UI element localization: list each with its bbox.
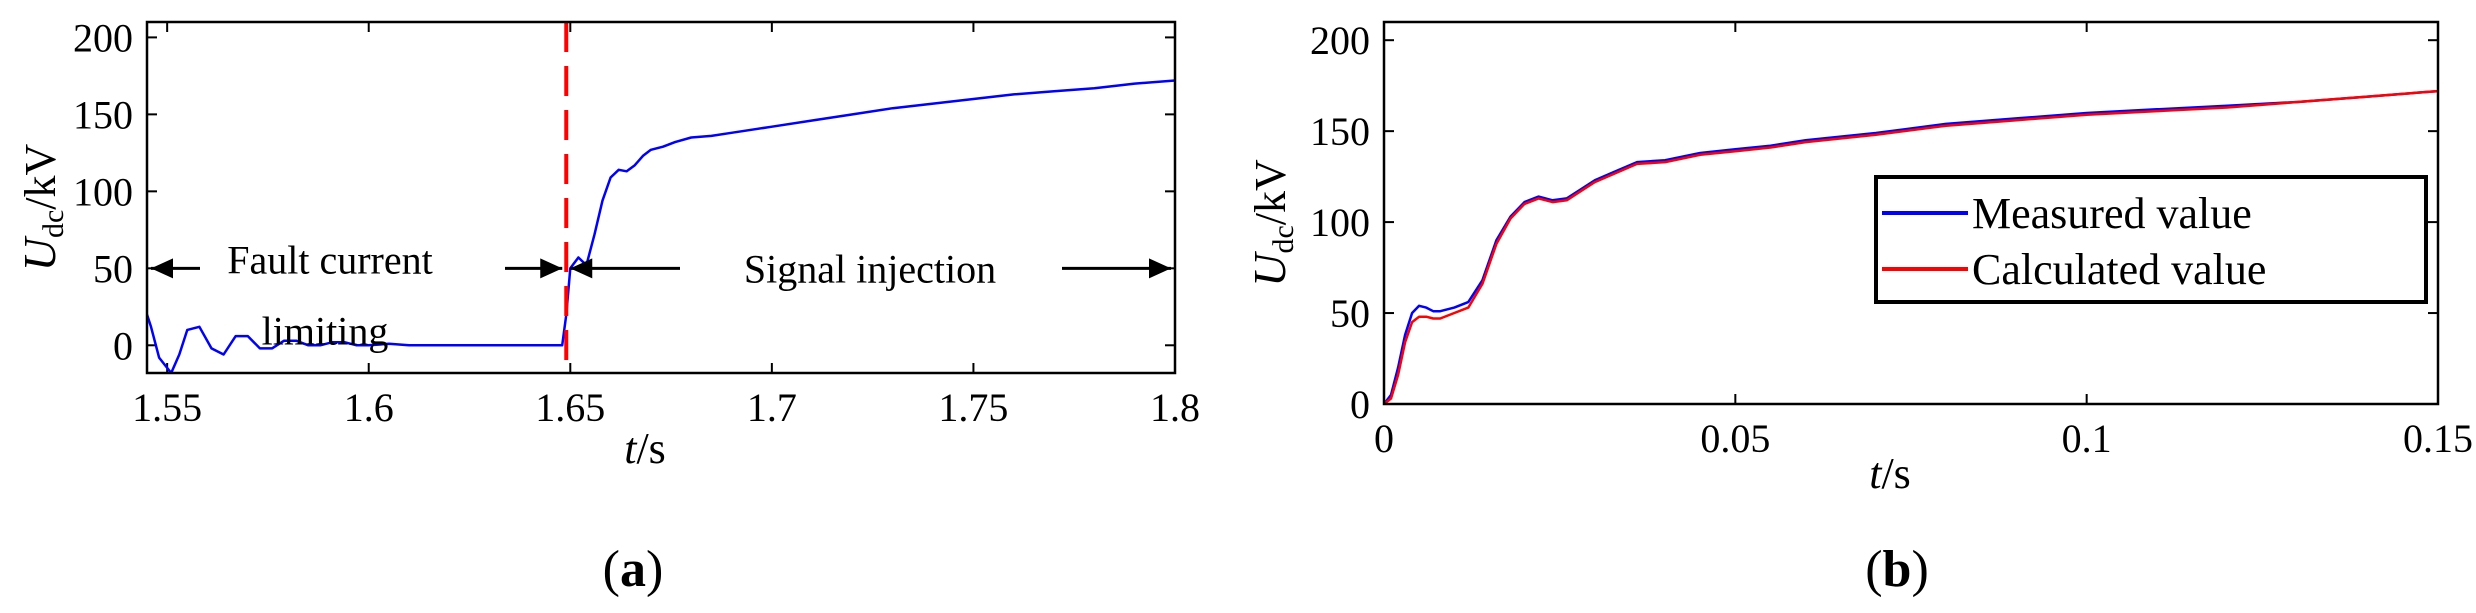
y-tick-label: 200 — [73, 15, 133, 60]
arrow-left-start-head — [151, 258, 173, 279]
panel-label-close: ) — [646, 541, 663, 598]
y-tick-label: 0 — [113, 323, 133, 368]
x-tick-label: 1.75 — [938, 385, 1008, 430]
x-tick-label: 1.7 — [747, 385, 797, 430]
x-axis-label: t/s — [1869, 449, 1911, 498]
annotation-limiting: limiting — [262, 308, 389, 353]
y-label-var: U — [14, 235, 65, 271]
x-axis-label: t/s — [624, 424, 666, 473]
panel-label: (a) — [603, 541, 664, 598]
arrow-right-start-head — [570, 258, 593, 279]
y-tick-label: 150 — [73, 92, 133, 137]
panel-label-open: ( — [603, 541, 620, 598]
y-tick-label: 50 — [93, 246, 133, 291]
panel-label-open: ( — [1865, 541, 1882, 598]
panel-label-letter: a — [620, 541, 646, 598]
x-label-unit: /s — [1881, 449, 1910, 498]
legend-label-1: Calculated value — [1972, 245, 2266, 294]
chart-panel-a: 1.55 1.6 1.65 1.7 1.75 1.8 0 50 100 150 200 Udc/kV t… — [14, 15, 1200, 598]
y-tick-label: 150 — [1310, 109, 1370, 154]
x-tick-label: 0 — [1374, 416, 1394, 461]
series-line-0 — [1384, 89, 2438, 404]
y-tick-label: 100 — [73, 169, 133, 214]
y-tick-label: 100 — [1310, 200, 1370, 245]
y-tick-label: 0 — [1350, 382, 1370, 427]
chart-panel-b: 0 0.05 0.1 0.15 0 50 100 150 200 Udc/kV t/s (b) Meas… — [1244, 18, 2473, 598]
panel-label-close: ) — [1911, 541, 1928, 598]
x-tick-label: 1.6 — [344, 385, 394, 430]
annotation-signal-injection: Signal injection — [744, 246, 996, 291]
panel-label: (b) — [1865, 541, 1929, 598]
x-label-var: t — [624, 424, 638, 473]
legend-box — [1874, 175, 2428, 304]
axes-box — [145, 20, 1177, 375]
legend-label-0: Measured value — [1972, 189, 2252, 238]
y-axis-label: Udc/kV — [1244, 159, 1300, 287]
y-axis-label: Udc/kV — [14, 143, 70, 271]
arrow-left-end-head — [540, 258, 563, 279]
x-tick-label: 1.55 — [132, 385, 202, 430]
series-line-1 — [1384, 89, 2438, 404]
x-tick-label: 1.8 — [1150, 385, 1200, 430]
panel-label-letter: b — [1883, 541, 1912, 598]
y-label-var: U — [1244, 251, 1295, 287]
x-label-unit: /s — [636, 424, 665, 473]
x-tick-label: 0.05 — [1700, 416, 1770, 461]
annotation-fault-current: Fault current — [227, 237, 433, 282]
legend: Measured value Calculated value — [1874, 175, 2428, 304]
axes-box — [1382, 20, 2440, 406]
y-label-unit: /kV — [1246, 159, 1295, 225]
y-label-sub: dc — [1267, 225, 1300, 253]
x-label-var: t — [1869, 449, 1883, 498]
x-tick-label: 0.15 — [2403, 416, 2473, 461]
y-tick-label: 50 — [1330, 291, 1370, 336]
x-tick-label: 0.1 — [2062, 416, 2112, 461]
arrow-right-end-head — [1149, 258, 1171, 279]
y-tick-label: 200 — [1310, 18, 1370, 63]
annotation-arrows — [151, 258, 1171, 279]
y-label-sub: dc — [37, 210, 70, 238]
y-label-unit: /kV — [16, 143, 65, 209]
series-line-0 — [147, 79, 1175, 373]
x-tick-label: 1.65 — [535, 385, 605, 430]
